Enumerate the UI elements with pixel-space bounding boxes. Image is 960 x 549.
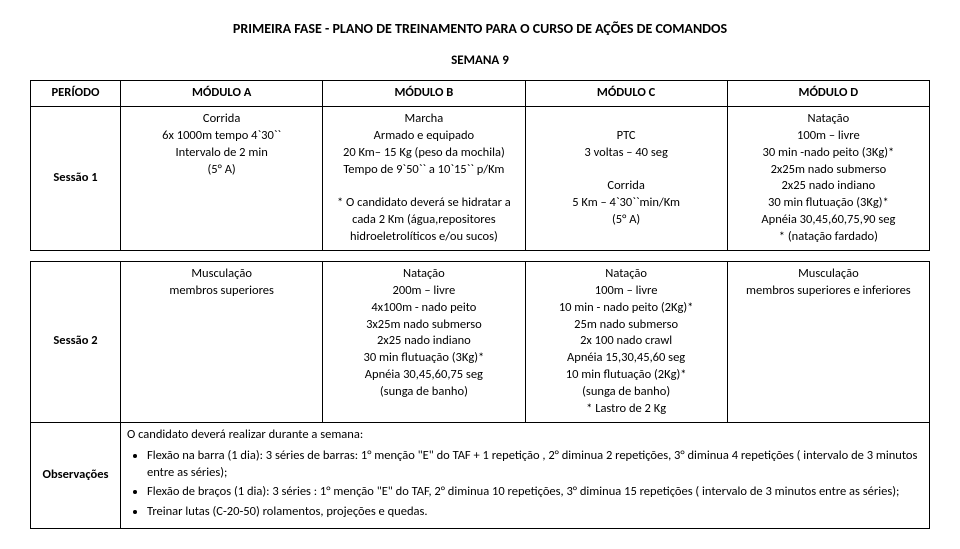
session1-label: Sessão 1: [31, 106, 121, 250]
session1-C: PTC 3 voltas – 40 seg Corrida 5 Km – 4`3…: [525, 106, 727, 250]
observations-list: Flexão na barra (1 dia): 3 séries de bar…: [127, 448, 923, 522]
header-modD: MÓDULO D: [727, 81, 929, 107]
page-subtitle: SEMANA 9: [30, 53, 930, 68]
training-table: PERÍODO MÓDULO A MÓDULO B MÓDULO C MÓDUL…: [30, 80, 930, 529]
header-period: PERÍODO: [31, 81, 121, 107]
session2-A: Musculação membros superiores: [121, 261, 323, 422]
page-title: PRIMEIRA FASE - PLANO DE TREINAMENTO PAR…: [30, 20, 930, 37]
gap-row: [31, 250, 930, 261]
header-modB: MÓDULO B: [323, 81, 525, 107]
session2-row: Sessão 2 Musculação membros superiores N…: [31, 261, 930, 422]
session1-row: Sessão 1 Corrida 6x 1000m tempo 4`30`` I…: [31, 106, 930, 250]
header-row: PERÍODO MÓDULO A MÓDULO B MÓDULO C MÓDUL…: [31, 81, 930, 107]
session2-C: Natação 100m – livre 10 min - nado peito…: [525, 261, 727, 422]
observations-item: Flexão na barra (1 dia): 3 séries de bar…: [147, 448, 923, 482]
session2-B: Natação 200m – livre 4x100m - nado peito…: [323, 261, 525, 422]
header-modC: MÓDULO C: [525, 81, 727, 107]
observations-row: Observações O candidato deverá realizar …: [31, 422, 930, 528]
observations-label: Observações: [31, 422, 121, 528]
session1-A: Corrida 6x 1000m tempo 4`30`` Intervalo …: [121, 106, 323, 250]
observations-item: Flexão de braços (1 dia): 3 séries : 1° …: [147, 484, 923, 501]
session1-D: Natação 100m – livre 30 min -nado peito …: [727, 106, 929, 250]
session2-label: Sessão 2: [31, 261, 121, 422]
observations-intro: O candidato deverá realizar durante a se…: [127, 427, 363, 442]
session1-B: Marcha Armado e equipado 20 Km– 15 Kg (p…: [323, 106, 525, 250]
observations-item: Treinar lutas (C-20-50) rolamentos, proj…: [147, 504, 923, 521]
observations-cell: O candidato deverá realizar durante a se…: [121, 422, 930, 528]
session2-D: Musculação membros superiores e inferior…: [727, 261, 929, 422]
header-modA: MÓDULO A: [121, 81, 323, 107]
